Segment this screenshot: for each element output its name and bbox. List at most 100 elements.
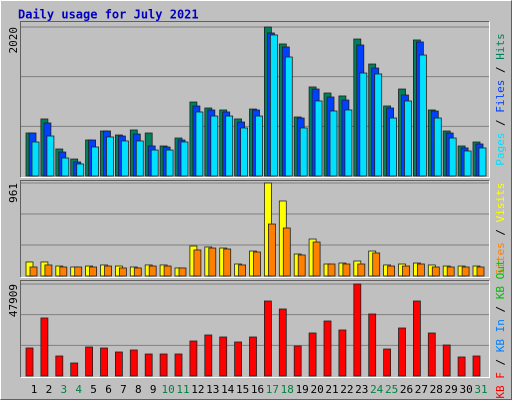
panel-bevel — [20, 280, 490, 378]
x-tick-label: 18 — [281, 383, 294, 396]
bar — [398, 327, 406, 377]
bar — [148, 265, 157, 277]
bar — [40, 317, 49, 377]
legend-entry: Sites — [494, 242, 507, 275]
bar — [208, 247, 217, 277]
x-tick-label: 27 — [415, 383, 428, 396]
bar — [249, 336, 257, 377]
x-tick-label: 6 — [105, 383, 112, 396]
y-tick-label: 47909 — [7, 284, 20, 317]
bar — [472, 355, 481, 377]
bar — [282, 227, 291, 277]
x-tick-label: 21 — [325, 383, 338, 396]
legend: KB F / KB In / KB Out — [494, 259, 507, 398]
x-tick-label: 3 — [60, 383, 67, 396]
bar — [150, 149, 159, 177]
bar — [133, 267, 142, 277]
bar — [25, 347, 34, 377]
bar — [457, 356, 466, 377]
panel-bevel — [20, 21, 490, 178]
bar — [329, 110, 338, 177]
bar — [383, 348, 392, 377]
x-tick-label: 5 — [90, 383, 97, 396]
bar — [55, 355, 64, 377]
bar — [418, 54, 427, 177]
bar — [240, 127, 249, 177]
bar — [193, 249, 202, 277]
bar — [442, 344, 451, 377]
bar — [100, 347, 108, 377]
bar — [106, 136, 114, 177]
bar — [284, 56, 293, 177]
x-tick-label: 15 — [236, 383, 249, 396]
legend-entry: KB F — [494, 372, 507, 399]
bar — [219, 336, 228, 377]
bar — [327, 263, 336, 277]
bar — [70, 362, 79, 377]
legend-separator: / — [494, 113, 507, 133]
bar — [223, 248, 232, 277]
bar — [189, 340, 198, 377]
bar — [129, 349, 138, 377]
bar — [255, 115, 263, 177]
x-tick-label: 20 — [310, 383, 323, 396]
bar — [297, 254, 306, 277]
legend-entry: Files — [494, 80, 507, 113]
bar — [29, 266, 38, 277]
bar — [91, 146, 99, 177]
legend: Pages / Files / Hits — [494, 33, 507, 166]
bar — [89, 266, 97, 277]
x-tick-label: 22 — [340, 383, 353, 396]
bar — [121, 140, 129, 177]
panel-bevel — [20, 180, 490, 278]
bar — [204, 334, 213, 377]
legend-separator: / — [494, 60, 507, 80]
bar — [135, 140, 144, 177]
x-tick-label: 8 — [135, 383, 142, 396]
bar — [312, 241, 321, 277]
bar — [463, 150, 472, 177]
x-tick-label: 1 — [31, 383, 38, 396]
bar — [372, 252, 381, 277]
bar — [76, 163, 85, 177]
x-tick-label: 10 — [161, 383, 174, 396]
bar — [353, 283, 362, 377]
bar — [314, 100, 323, 177]
legend-separator: / — [494, 352, 507, 372]
bar — [31, 141, 40, 177]
x-tick-label: 25 — [385, 383, 398, 396]
bar — [253, 251, 261, 277]
bar — [404, 100, 412, 177]
y-tick-label: 2020 — [7, 27, 20, 54]
bar — [461, 266, 470, 277]
bar — [225, 115, 234, 177]
bar — [308, 332, 317, 377]
x-tick-label: 30 — [459, 383, 472, 396]
panel-bevel — [20, 280, 490, 378]
y-tick-label: 961 — [7, 183, 20, 203]
bar — [46, 135, 55, 177]
bar — [74, 266, 83, 277]
bar — [427, 332, 436, 377]
legend-separator: / — [494, 222, 507, 242]
bar — [159, 353, 168, 377]
bar — [374, 73, 383, 177]
x-tick-label: 12 — [191, 383, 204, 396]
bar — [448, 137, 457, 177]
bar — [412, 300, 421, 377]
x-tick-label: 9 — [150, 383, 157, 396]
x-tick-label: 11 — [176, 383, 189, 396]
bar — [478, 147, 487, 177]
bar — [267, 223, 276, 277]
legend-separator: / — [494, 299, 507, 319]
x-tick-label: 17 — [266, 383, 279, 396]
bar — [278, 308, 287, 377]
bar — [165, 149, 174, 177]
bar — [359, 72, 368, 177]
bar — [210, 115, 219, 177]
bar — [338, 329, 347, 377]
bar — [174, 353, 183, 377]
bar — [299, 127, 308, 177]
bar — [431, 266, 440, 277]
